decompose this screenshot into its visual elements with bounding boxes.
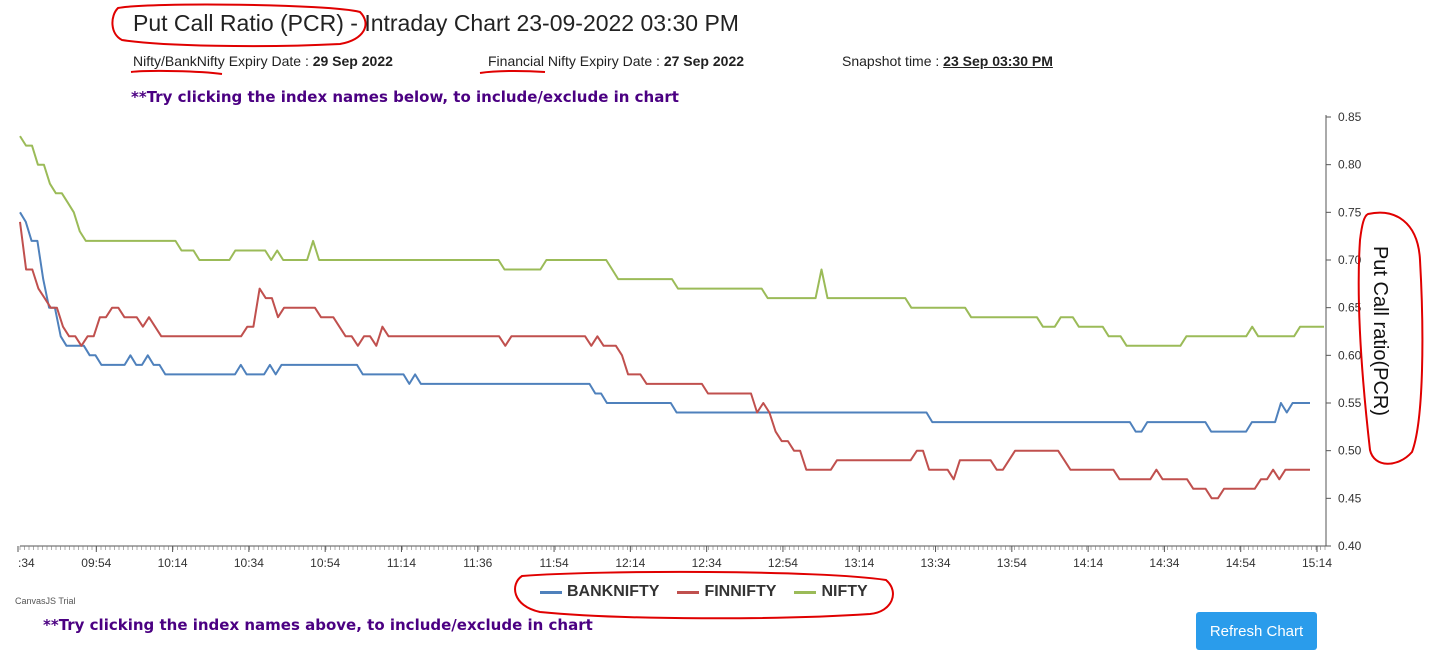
x-tick-label: 12:54 bbox=[768, 556, 798, 570]
x-tick-label: 13:14 bbox=[844, 556, 874, 570]
x-tick-label: 09:54 bbox=[81, 556, 111, 570]
y-tick-label: 0.70 bbox=[1338, 253, 1362, 267]
refresh-chart-button[interactable]: Refresh Chart bbox=[1196, 612, 1317, 650]
x-tick-label: 11:54 bbox=[539, 556, 568, 570]
series-line-nifty bbox=[19, 135, 1324, 347]
x-tick-label: 15:14 bbox=[1302, 556, 1332, 570]
hint-bottom: **Try clicking the index names above, to… bbox=[43, 616, 593, 634]
chart-legend: BANKNIFTY FINNIFTY NIFTY bbox=[540, 583, 868, 601]
nifty-expiry-label: Nifty/BankNifty Expiry Date : bbox=[133, 53, 313, 69]
legend-label-finnifty: FINNIFTY bbox=[704, 583, 777, 600]
x-tick-label: 14:54 bbox=[1226, 556, 1256, 570]
x-tick-label: 14:14 bbox=[1073, 556, 1103, 570]
x-tick-label: 11:14 bbox=[387, 556, 416, 570]
x-tick-label: 14:34 bbox=[1149, 556, 1179, 570]
legend-swatch-finnifty bbox=[677, 590, 700, 594]
y-tick-label: 0.65 bbox=[1338, 301, 1362, 315]
legend-item-nifty[interactable]: NIFTY bbox=[794, 583, 868, 601]
x-tick-label: 10:14 bbox=[158, 556, 188, 570]
x-tick-label: 10:54 bbox=[310, 556, 340, 570]
x-tick-label: 13:54 bbox=[997, 556, 1027, 570]
legend-label-banknifty: BANKNIFTY bbox=[567, 583, 660, 600]
y-tick-label: 0.60 bbox=[1338, 348, 1362, 362]
legend-item-banknifty[interactable]: BANKNIFTY bbox=[540, 583, 659, 601]
series-line-finnifty bbox=[19, 221, 1310, 500]
x-tick-label: 11:36 bbox=[463, 556, 492, 570]
legend-label-nifty: NIFTY bbox=[821, 583, 868, 600]
x-tick-label: :34 bbox=[18, 556, 35, 570]
y-tick-label: 0.85 bbox=[1338, 110, 1362, 124]
nifty-expiry-value: 29 Sep 2022 bbox=[312, 53, 393, 69]
y-tick-label: 0.45 bbox=[1338, 491, 1362, 505]
x-tick-label: 10:34 bbox=[234, 556, 264, 570]
legend-swatch-nifty bbox=[794, 590, 817, 594]
fin-expiry-info: Financial Nifty Expiry Date : 27 Sep 202… bbox=[488, 53, 744, 69]
x-tick-label: 12:14 bbox=[615, 556, 645, 570]
hint-top: **Try clicking the index names below, to… bbox=[131, 88, 679, 106]
pcr-line-chart: 0.40 0.45 0.50 0.55 0.60 0.65 0.70 0.75 0.80 0.85… bbox=[17, 110, 1391, 570]
fin-expiry-value: 27 Sep 2022 bbox=[663, 53, 745, 69]
legend-item-finnifty[interactable]: FINNIFTY bbox=[677, 583, 776, 601]
snapshot-time-link[interactable]: 23 Sep 03:30 PM bbox=[943, 53, 1053, 69]
nifty-expiry-info: Nifty/BankNifty Expiry Date : 29 Sep 202… bbox=[133, 53, 393, 69]
chart-credit: CanvasJS Trial bbox=[15, 596, 76, 606]
legend-swatch-banknifty bbox=[540, 590, 562, 594]
series-line-banknifty bbox=[19, 211, 1310, 433]
y-axis-title: Put Call ratio(PCR) bbox=[1369, 246, 1391, 416]
y-tick-label: 0.50 bbox=[1338, 444, 1362, 458]
snapshot-label: Snapshot time : bbox=[842, 53, 944, 69]
y-tick-label: 0.75 bbox=[1338, 205, 1362, 219]
x-tick-label: 13:34 bbox=[921, 556, 951, 570]
fin-expiry-label: Financial Nifty Expiry Date : bbox=[488, 53, 664, 69]
y-tick-label: 0.40 bbox=[1338, 539, 1362, 553]
x-tick-label: 12:34 bbox=[692, 556, 722, 570]
snapshot-info: Snapshot time : 23 Sep 03:30 PM bbox=[842, 53, 1053, 69]
y-tick-label: 0.80 bbox=[1338, 158, 1362, 172]
y-tick-label: 0.55 bbox=[1338, 396, 1362, 410]
